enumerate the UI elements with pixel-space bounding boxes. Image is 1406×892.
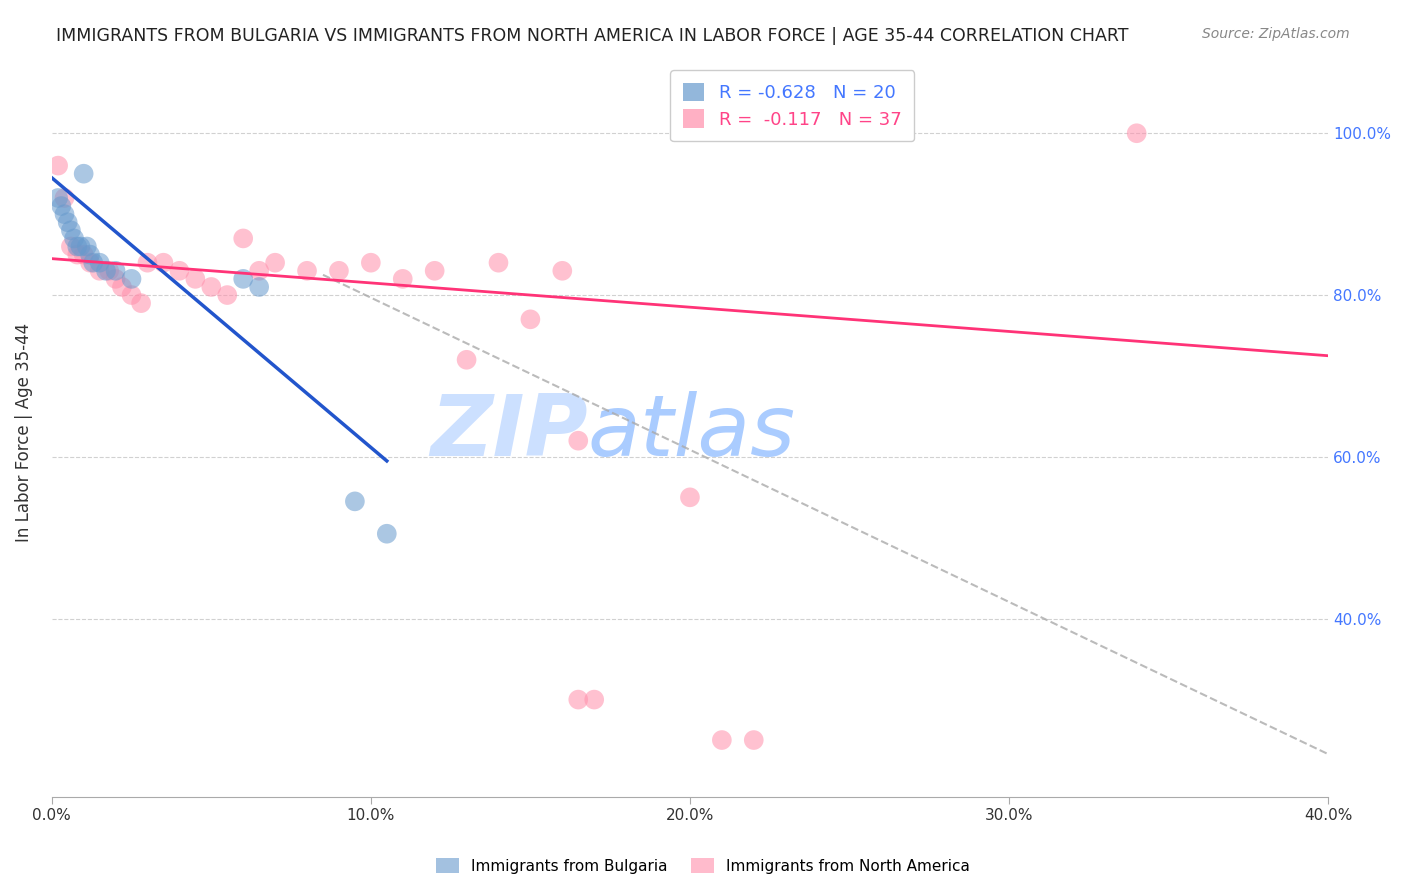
Point <box>63 231 86 245</box>
Point <box>73 167 96 181</box>
Point <box>129 296 152 310</box>
Point <box>247 280 270 294</box>
Point <box>264 256 287 270</box>
Point <box>121 272 143 286</box>
Point <box>89 264 111 278</box>
Point <box>423 264 446 278</box>
Point <box>488 256 510 270</box>
Point <box>1125 126 1147 140</box>
Point <box>217 288 239 302</box>
Legend: Immigrants from Bulgaria, Immigrants from North America: Immigrants from Bulgaria, Immigrants fro… <box>430 852 976 880</box>
Point <box>76 239 98 253</box>
Point <box>69 239 91 253</box>
Point <box>295 264 318 278</box>
Point <box>184 272 207 286</box>
Point <box>567 692 589 706</box>
Point <box>79 256 101 270</box>
Point <box>104 272 127 286</box>
Point <box>391 272 413 286</box>
Point <box>66 239 89 253</box>
Point <box>742 733 765 747</box>
Text: IMMIGRANTS FROM BULGARIA VS IMMIGRANTS FROM NORTH AMERICA IN LABOR FORCE | AGE 3: IMMIGRANTS FROM BULGARIA VS IMMIGRANTS F… <box>56 27 1129 45</box>
Point <box>79 247 101 261</box>
Point <box>46 159 69 173</box>
Point <box>343 494 366 508</box>
Legend: R = -0.628   N = 20, R =  -0.117   N = 37: R = -0.628 N = 20, R = -0.117 N = 37 <box>671 70 914 142</box>
Point <box>232 272 254 286</box>
Point <box>53 207 76 221</box>
Point <box>679 491 702 505</box>
Point <box>710 733 733 747</box>
Point <box>375 526 398 541</box>
Point <box>89 256 111 270</box>
Point <box>551 264 574 278</box>
Point <box>567 434 589 448</box>
Point <box>519 312 541 326</box>
Text: atlas: atlas <box>588 391 796 474</box>
Point <box>232 231 254 245</box>
Point <box>583 692 606 706</box>
Point <box>59 239 82 253</box>
Point <box>66 247 89 261</box>
Point <box>200 280 222 294</box>
Point <box>360 256 382 270</box>
Point <box>73 247 96 261</box>
Point <box>98 264 121 278</box>
Text: ZIP: ZIP <box>430 391 588 474</box>
Point <box>247 264 270 278</box>
Point <box>136 256 159 270</box>
Point <box>51 199 73 213</box>
Point <box>82 256 104 270</box>
Text: Source: ZipAtlas.com: Source: ZipAtlas.com <box>1202 27 1350 41</box>
Point <box>59 223 82 237</box>
Point <box>94 264 117 278</box>
Point <box>104 264 127 278</box>
Point <box>111 280 134 294</box>
Point <box>121 288 143 302</box>
Point <box>169 264 191 278</box>
Point <box>46 191 69 205</box>
Point <box>53 191 76 205</box>
Point <box>152 256 174 270</box>
Point <box>328 264 350 278</box>
Point <box>56 215 79 229</box>
Point <box>456 352 478 367</box>
Y-axis label: In Labor Force | Age 35-44: In Labor Force | Age 35-44 <box>15 323 32 542</box>
